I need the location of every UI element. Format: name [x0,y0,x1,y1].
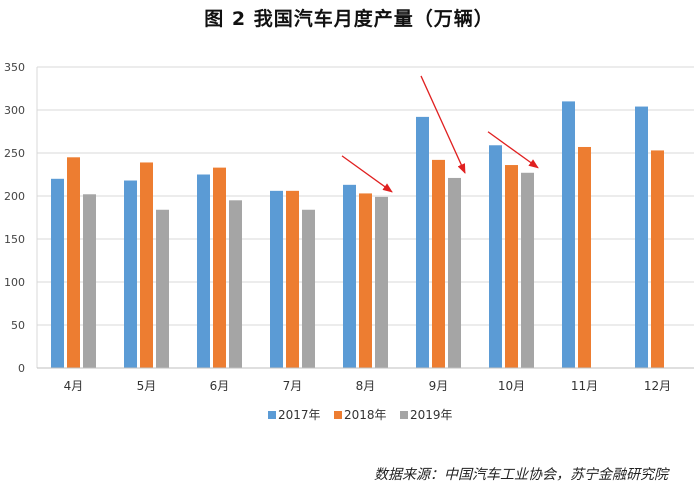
bar-2017年-10月 [489,145,502,368]
y-tick-label: 150 [4,233,25,246]
bar-2018年-12月 [651,150,664,368]
legend-swatch-2017年 [268,411,276,419]
bar-2017年-9月 [416,116,429,368]
bar-2018年-5月 [140,162,153,368]
x-tick-label: 4月 [64,379,84,393]
bar-2017年-4月 [51,178,64,368]
x-tick-label: 5月 [137,379,157,393]
bar-2018年-6月 [213,167,226,368]
axes: 0 50 100 150 200 250 300 350 4月 5月 6月 7月 8月 9月 10月 11月 1… [4,61,694,393]
chart-title: 图 2 我国汽车月度产量（万辆） [204,8,494,30]
bar-2017年-11月 [562,101,575,369]
bar-2018年-7月 [286,190,299,368]
bar-2018年-10月 [505,165,518,368]
bar-2019年-9月 [448,177,461,368]
bar-2017年-7月 [270,190,283,368]
bars [51,101,664,369]
red-arrow-9月 [420,75,466,174]
x-tick-label: 7月 [283,379,303,393]
x-tick-label: 11月 [571,379,598,393]
bar-2017年-8月 [343,184,356,368]
bar-2018年-11月 [578,146,591,368]
legend-swatch-2019年 [400,411,408,419]
red-arrow-10月 [487,131,539,169]
x-tick-label: 8月 [356,379,376,393]
legend-swatch-2018年 [334,411,342,419]
y-tick-label: 250 [4,147,25,160]
bar-2019年-6月 [229,200,242,368]
bar-2017年-5月 [124,180,137,368]
x-tick-label: 9月 [429,379,449,393]
y-tick-label: 0 [18,362,25,375]
bar-2018年-8月 [359,193,372,368]
red-arrow-8月 [341,155,393,193]
y-tick-label: 200 [4,190,25,203]
bar-2019年-10月 [521,172,534,368]
y-tick-label: 100 [4,276,25,289]
y-tick-label: 350 [4,61,25,74]
x-tick-label: 12月 [644,379,671,393]
bar-2019年-5月 [156,209,169,368]
bar-2019年-8月 [375,196,388,368]
x-tick-label: 6月 [210,379,230,393]
legend: 2017年 2018年 2019年 [268,408,453,422]
x-tick-label: 10月 [498,379,525,393]
y-tick-label: 300 [4,104,25,117]
source-note: 数据来源：中国汽车工业协会，苏宁金融研究院 [374,467,668,483]
legend-label: 2018年 [344,408,387,422]
bar-2017年-12月 [635,106,648,368]
bar-2019年-7月 [302,209,315,368]
bar-2018年-4月 [67,157,80,368]
y-tick-label: 50 [11,319,25,332]
bar-2017年-6月 [197,174,210,368]
annotations [341,75,539,193]
legend-label: 2019年 [410,408,453,422]
legend-label: 2017年 [278,408,321,422]
bar-2018年-9月 [432,159,445,368]
bar-2019年-4月 [83,194,96,368]
